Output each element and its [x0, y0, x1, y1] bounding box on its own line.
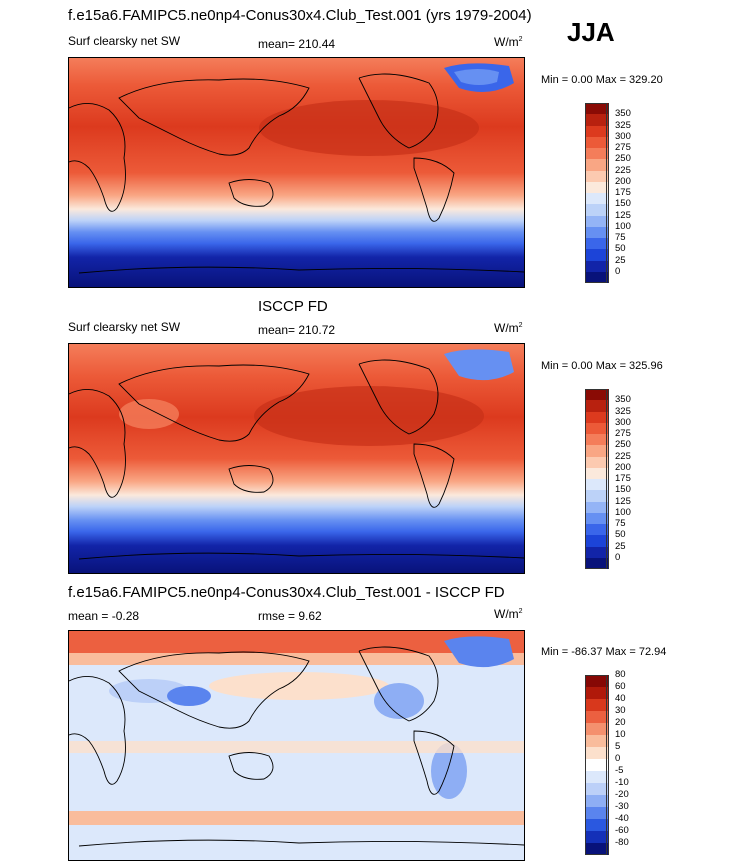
- colorbar-frame: [585, 103, 607, 283]
- colorbar-tick-label: 175: [615, 473, 631, 484]
- colorbar-frame: [585, 389, 607, 569]
- panel3-colorbar: 80 60 40 30 20 10 5 0 -5 -10 -20 -30 -40 -60 -80: [585, 670, 645, 855]
- colorbar-tick-label: 0: [615, 753, 621, 764]
- colorbar-tick-label: 350: [615, 108, 631, 120]
- panel1-units: W/m2: [494, 35, 523, 49]
- panel1-field-label: Surf clearsky net SW: [68, 34, 181, 48]
- panel3-title: f.e15a6.FAMIPC5.ne0np4-Conus30x4.Club_Te…: [68, 584, 505, 601]
- colorbar-tick-label: 350: [615, 394, 631, 406]
- colorbar-tick-label: 50: [615, 529, 626, 541]
- colorbar-tick-label: 250: [615, 439, 631, 451]
- colorbar-tick-label: 25: [615, 254, 626, 266]
- panel2-colorbar: 350 325 300 275 250 225 200 175 150 125 100 75 50 25 0: [585, 389, 645, 569]
- colorbar-tick-label: 225: [615, 450, 631, 462]
- colorbar-tick-label: 40: [615, 693, 626, 704]
- panel2-units: W/m2: [494, 321, 523, 335]
- panel3-map-svg: [69, 631, 524, 860]
- colorbar-tick-label: -5: [615, 765, 624, 776]
- colorbar-tick-label: 0: [615, 265, 621, 277]
- panel3-minmax: Min = -86.37 Max = 72.94: [541, 646, 667, 658]
- colorbar-tick-label: 150: [615, 198, 631, 210]
- panel2-map-svg: [69, 344, 524, 573]
- colorbar-tick-label: 30: [615, 705, 626, 716]
- colorbar-tick-label: -20: [615, 789, 629, 800]
- season-label: JJA: [567, 17, 615, 47]
- colorbar-tick-label: 300: [615, 416, 631, 428]
- panel1-map-svg: [69, 58, 524, 287]
- colorbar-tick-label: 75: [615, 232, 626, 243]
- panel1-map: [68, 57, 525, 288]
- panel1-mean-label: mean= 210.44: [258, 37, 336, 51]
- colorbar-tick-label: 175: [615, 187, 631, 198]
- colorbar-tick-label: -10: [615, 777, 629, 788]
- colorbar-tick-label: 25: [615, 540, 626, 552]
- panel3-mean-label: mean = -0.28: [68, 609, 140, 623]
- colorbar-tick-label: -30: [615, 801, 629, 812]
- colorbar-tick-label: 100: [615, 220, 631, 232]
- panel3-map: [68, 630, 525, 861]
- panel2-map: [68, 343, 525, 574]
- colorbar-tick-label: 125: [615, 209, 631, 221]
- colorbar-tick-label: 5: [615, 741, 621, 752]
- colorbar-tick-label: 200: [615, 461, 631, 473]
- colorbar-tick-label: 20: [615, 717, 626, 728]
- colorbar-tick-label: 300: [615, 130, 631, 142]
- colorbar-tick-label: 250: [615, 153, 631, 165]
- panel1-colorbar: 350 325 300 275 250 225 200 175 150 125 100 75 50 25 0: [585, 103, 645, 283]
- colorbar-tick-label: 50: [615, 243, 626, 255]
- colorbar-tick-label: 225: [615, 164, 631, 176]
- colorbar-tick-label: 325: [615, 405, 631, 417]
- colorbar-tick-label: 125: [615, 495, 631, 507]
- colorbar-tick-label: 10: [615, 729, 626, 740]
- colorbar-tick-label: -40: [615, 813, 629, 824]
- panel2-title: ISCCP FD: [258, 298, 328, 315]
- colorbar-tick-label: -60: [615, 825, 629, 836]
- colorbar-tick-label: 80: [615, 669, 626, 680]
- colorbar-tick-label: 0: [615, 551, 621, 563]
- figure-title: f.e15a6.FAMIPC5.ne0np4-Conus30x4.Club_Te…: [68, 7, 532, 24]
- colorbar-tick-label: 200: [615, 175, 631, 187]
- colorbar-tick-label: 325: [615, 119, 631, 131]
- panel3-units: W/m2: [494, 607, 523, 621]
- colorbar-tick-label: 60: [615, 681, 626, 692]
- colorbar-tick-label: -80: [615, 837, 629, 848]
- panel2-mean-label: mean= 210.72: [258, 323, 336, 337]
- colorbar-tick-label: 150: [615, 484, 631, 496]
- panel2-minmax: Min = 0.00 Max = 325.96: [541, 360, 663, 372]
- panel2-field-label: Surf clearsky net SW: [68, 320, 181, 334]
- colorbar-tick-label: 275: [615, 142, 631, 153]
- panel1-minmax: Min = 0.00 Max = 329.20: [541, 74, 663, 86]
- colorbar-tick-label: 275: [615, 428, 631, 439]
- colorbar-frame: [585, 675, 607, 855]
- colorbar-tick-label: 75: [615, 518, 626, 529]
- panel3-rmse-label: rmse = 9.62: [258, 609, 322, 623]
- colorbar-tick-label: 100: [615, 506, 631, 518]
